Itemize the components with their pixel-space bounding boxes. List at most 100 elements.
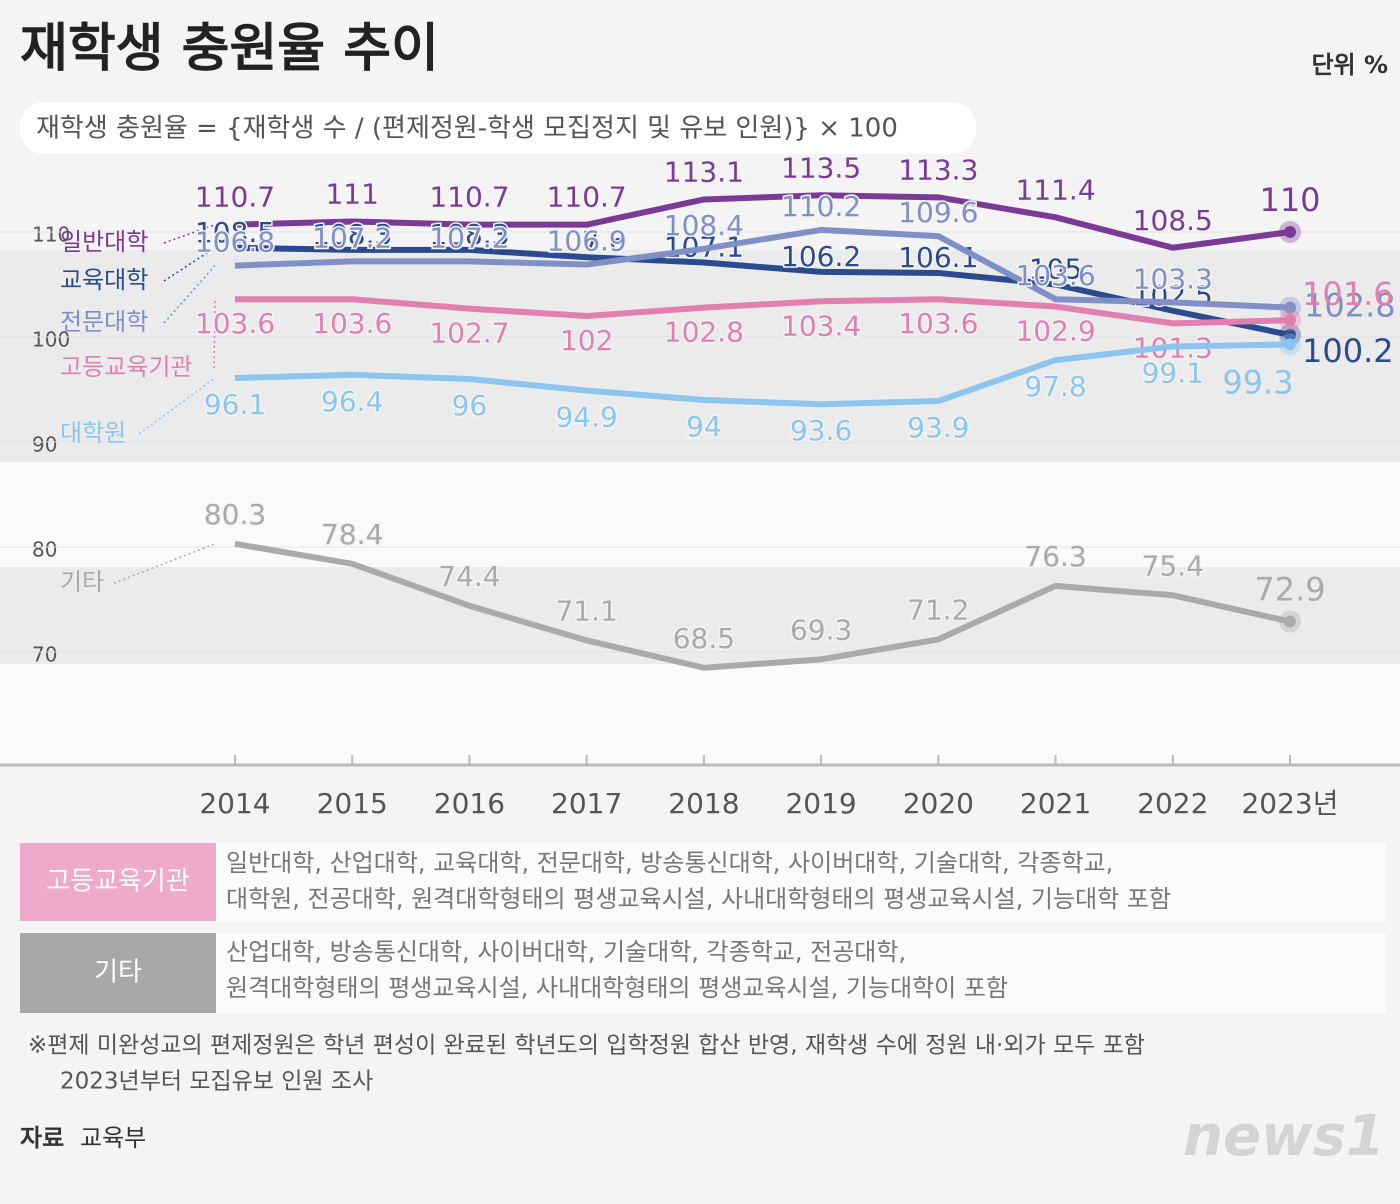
value-label: 109.6 bbox=[898, 196, 978, 229]
value-label: 96 bbox=[452, 389, 488, 422]
value-label: 96.1 bbox=[204, 388, 266, 421]
value-label: 108.5 bbox=[1133, 204, 1213, 237]
background-band bbox=[0, 250, 1400, 462]
value-label: 105 bbox=[1029, 253, 1082, 286]
note-label: 고등교육기관 bbox=[46, 867, 190, 897]
formula-box bbox=[20, 102, 976, 154]
unit: 단위 % bbox=[1311, 51, 1388, 79]
y-tick-label: 110 bbox=[32, 223, 70, 247]
value-label: 68.5 bbox=[673, 622, 735, 655]
x-tick-label: 2018 bbox=[668, 787, 739, 820]
y-tick-label: 90 bbox=[32, 433, 57, 457]
value-label: 110 bbox=[1259, 181, 1320, 219]
background-band bbox=[0, 462, 1400, 567]
value-label: 110.2 bbox=[781, 190, 861, 223]
value-label: 113.3 bbox=[898, 153, 978, 186]
legend-label: 전문대학 bbox=[60, 308, 148, 336]
point bbox=[1284, 314, 1296, 327]
y-tick-label: 80 bbox=[32, 538, 57, 562]
series-line bbox=[234, 540, 1291, 671]
value-label: 113.5 bbox=[781, 151, 861, 184]
x-tick-label: 2023년 bbox=[1241, 787, 1338, 820]
point bbox=[1284, 338, 1296, 351]
value-label: 74.4 bbox=[438, 560, 500, 593]
series-line bbox=[234, 244, 1291, 338]
value-label: 97.8 bbox=[1024, 370, 1086, 403]
legend-label: 대학원 bbox=[60, 419, 126, 447]
value-label: 108.5 bbox=[195, 216, 275, 249]
x-tick-label: 2021 bbox=[1020, 787, 1091, 820]
legend-leader bbox=[213, 299, 216, 369]
value-label: 96.4 bbox=[321, 385, 383, 418]
x-tick-label: 2022 bbox=[1137, 787, 1208, 820]
value-label: 106.9 bbox=[547, 225, 627, 258]
value-label: 106.8 bbox=[195, 226, 275, 259]
value-label: 75.4 bbox=[1142, 549, 1204, 582]
value-label: 80.3 bbox=[204, 498, 266, 531]
source: 교육부 bbox=[80, 1124, 146, 1152]
series-line bbox=[234, 226, 1291, 311]
note-box bbox=[216, 843, 1386, 921]
series-line bbox=[234, 192, 1291, 251]
note-label-box bbox=[20, 933, 216, 1013]
value-label: 110.7 bbox=[429, 181, 509, 214]
x-tick-label: 2019 bbox=[785, 787, 856, 820]
value-label: 103.4 bbox=[781, 309, 861, 342]
background-band bbox=[0, 664, 1400, 765]
value-label: 102.9 bbox=[1015, 315, 1095, 348]
value-label: 113.1 bbox=[664, 155, 744, 188]
legend-label: 교육대학 bbox=[60, 266, 148, 294]
value-label: 108.3 bbox=[312, 218, 392, 251]
value-label: 103.6 bbox=[1015, 259, 1095, 292]
series-line bbox=[234, 341, 1291, 408]
value-label: 78.4 bbox=[321, 518, 383, 551]
value-label: 93.9 bbox=[907, 411, 969, 444]
value-label: 101.6 bbox=[1302, 275, 1394, 313]
value-label: 111.4 bbox=[1015, 173, 1095, 206]
value-label: 103.6 bbox=[195, 307, 275, 340]
value-label: 72.9 bbox=[1254, 571, 1325, 609]
series-line bbox=[235, 296, 1291, 327]
legend-leader bbox=[113, 543, 216, 584]
background-band bbox=[0, 567, 1400, 664]
x-tick-label: 2014 bbox=[199, 787, 270, 820]
logo: news1 bbox=[1183, 1104, 1385, 1169]
value-label: 107.2 bbox=[429, 221, 509, 254]
value-label: 99.3 bbox=[1222, 363, 1293, 401]
point bbox=[1284, 226, 1296, 238]
legend-leader bbox=[163, 223, 216, 244]
x-tick-label: 2017 bbox=[551, 787, 622, 820]
value-label: 71.1 bbox=[555, 594, 617, 627]
value-label: 103.6 bbox=[898, 307, 978, 340]
value-label: 103.3 bbox=[1133, 262, 1213, 295]
value-label: 102.5 bbox=[1133, 279, 1213, 312]
value-label: 102.7 bbox=[429, 317, 509, 350]
value-label: 102.8 bbox=[664, 316, 744, 349]
x-tick-label: 2016 bbox=[434, 787, 505, 820]
value-label: 102.8 bbox=[1304, 287, 1396, 325]
legend-label: 고등교육기관 bbox=[60, 353, 192, 381]
point bbox=[1284, 328, 1296, 341]
point bbox=[1284, 301, 1296, 314]
value-label: 108.4 bbox=[664, 209, 744, 242]
note-text: 일반대학, 산업대학, 교육대학, 전문대학, 방송통신대학, 사이버대학, 기… bbox=[226, 849, 1113, 877]
value-label: 71.2 bbox=[907, 593, 969, 626]
note-text: 원격대학형태의 평생교육시설, 사내대학형태의 평생교육시설, 기능대학이 포함 bbox=[226, 974, 1008, 1002]
value-label: 106.2 bbox=[781, 240, 861, 273]
legend-leader bbox=[163, 247, 216, 282]
value-label: 100.2 bbox=[1302, 332, 1394, 370]
x-tick-label: 2015 bbox=[317, 787, 388, 820]
value-label: 99.1 bbox=[1142, 356, 1204, 389]
value-label: 102 bbox=[560, 324, 613, 357]
footnote: 2023년부터 모집유보 인원 조사 bbox=[60, 1069, 373, 1095]
y-tick-label: 100 bbox=[32, 328, 70, 352]
value-label: 69.3 bbox=[790, 613, 852, 646]
value-label: 94.9 bbox=[555, 401, 617, 434]
note-text: 대학원, 전공대학, 원격대학형태의 평생교육시설, 사내대학형태의 평생교육시… bbox=[226, 885, 1171, 913]
point bbox=[1284, 615, 1296, 628]
value-label: 110.7 bbox=[195, 181, 275, 214]
legend-leader bbox=[138, 377, 216, 435]
note-text: 산업대학, 방송통신대학, 사이버대학, 기술대학, 각종학교, 전공대학, bbox=[226, 938, 906, 966]
